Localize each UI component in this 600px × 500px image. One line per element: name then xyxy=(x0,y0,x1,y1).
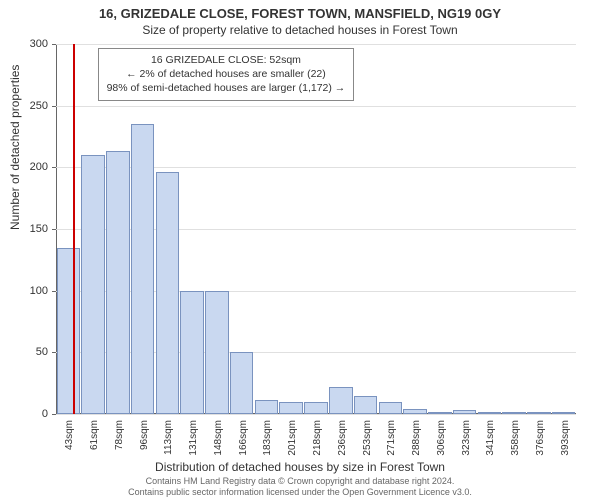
xtick-label: 96sqm xyxy=(139,420,150,450)
xtick-label: 236sqm xyxy=(337,420,348,456)
page-title: 16, GRIZEDALE CLOSE, FOREST TOWN, MANSFI… xyxy=(0,0,600,21)
grid-line xyxy=(56,106,576,107)
xtick-label: 131sqm xyxy=(188,420,199,456)
y-axis-label: Number of detached properties xyxy=(8,65,22,230)
histogram-bar xyxy=(403,409,427,414)
xtick-label: 218sqm xyxy=(312,420,323,456)
histogram-bar xyxy=(57,248,81,415)
histogram-bar xyxy=(131,124,155,414)
histogram-bar xyxy=(180,291,204,414)
xtick-label: 183sqm xyxy=(262,420,273,456)
xtick-label: 376sqm xyxy=(535,420,546,456)
grid-line xyxy=(56,44,576,45)
plot: 43sqm61sqm78sqm96sqm113sqm131sqm148sqm16… xyxy=(56,44,576,414)
histogram-bar xyxy=(255,400,279,414)
ytick-mark xyxy=(52,229,56,230)
property-marker-line xyxy=(73,44,75,414)
xtick-label: 358sqm xyxy=(510,420,521,456)
xtick-label: 201sqm xyxy=(287,420,298,456)
ytick-label: 250 xyxy=(0,100,48,112)
ytick-mark xyxy=(52,44,56,45)
ytick-label: 0 xyxy=(0,408,48,420)
xtick-label: 61sqm xyxy=(89,420,100,450)
xtick-label: 166sqm xyxy=(238,420,249,456)
ytick-mark xyxy=(52,167,56,168)
ytick-label: 200 xyxy=(0,161,48,173)
ytick-label: 300 xyxy=(0,38,48,50)
histogram-bar xyxy=(478,412,502,414)
footer-line-1: Contains HM Land Registry data © Crown c… xyxy=(0,476,600,487)
info-box-line: 16 GRIZEDALE CLOSE: 52sqm xyxy=(107,53,346,67)
xtick-label: 43sqm xyxy=(64,420,75,450)
histogram-bar xyxy=(354,396,378,415)
info-box: 16 GRIZEDALE CLOSE: 52sqm← 2% of detache… xyxy=(98,48,355,101)
histogram-bar xyxy=(279,402,303,414)
ytick-label: 100 xyxy=(0,285,48,297)
histogram-bar xyxy=(379,402,403,414)
ytick-mark xyxy=(52,106,56,107)
x-axis-label: Distribution of detached houses by size … xyxy=(0,460,600,474)
histogram-bar xyxy=(453,410,477,414)
histogram-bar xyxy=(502,412,526,414)
xtick-label: 113sqm xyxy=(163,420,174,455)
footer-line-2: Contains public sector information licen… xyxy=(0,487,600,498)
ytick-label: 50 xyxy=(0,346,48,358)
ytick-mark xyxy=(52,414,56,415)
histogram-bar xyxy=(329,387,353,414)
histogram-bar xyxy=(81,155,105,414)
histogram-bar xyxy=(106,151,130,414)
xtick-label: 148sqm xyxy=(213,420,224,456)
xtick-label: 341sqm xyxy=(485,420,496,456)
histogram-bar xyxy=(552,412,576,414)
xtick-label: 288sqm xyxy=(411,420,422,456)
histogram-bar xyxy=(304,402,328,414)
ytick-mark xyxy=(52,291,56,292)
histogram-bar xyxy=(527,412,551,414)
histogram-bar xyxy=(428,412,452,414)
info-box-line: ← 2% of detached houses are smaller (22) xyxy=(107,67,346,81)
xtick-label: 323sqm xyxy=(461,420,472,456)
ytick-label: 150 xyxy=(0,223,48,235)
xtick-label: 393sqm xyxy=(560,420,571,456)
xtick-label: 78sqm xyxy=(114,420,125,450)
xtick-label: 253sqm xyxy=(362,420,373,456)
histogram-bar xyxy=(156,172,180,414)
xtick-label: 306sqm xyxy=(436,420,447,456)
grid-line xyxy=(56,414,576,415)
ytick-mark xyxy=(52,352,56,353)
xtick-label: 271sqm xyxy=(386,420,397,456)
histogram-bar xyxy=(205,291,229,414)
plot-area: 43sqm61sqm78sqm96sqm113sqm131sqm148sqm16… xyxy=(56,44,576,414)
footer-text: Contains HM Land Registry data © Crown c… xyxy=(0,476,600,499)
info-box-line: 98% of semi-detached houses are larger (… xyxy=(107,81,346,95)
histogram-bar xyxy=(230,352,254,414)
chart-container: 16, GRIZEDALE CLOSE, FOREST TOWN, MANSFI… xyxy=(0,0,600,500)
page-subtitle: Size of property relative to detached ho… xyxy=(0,21,600,37)
